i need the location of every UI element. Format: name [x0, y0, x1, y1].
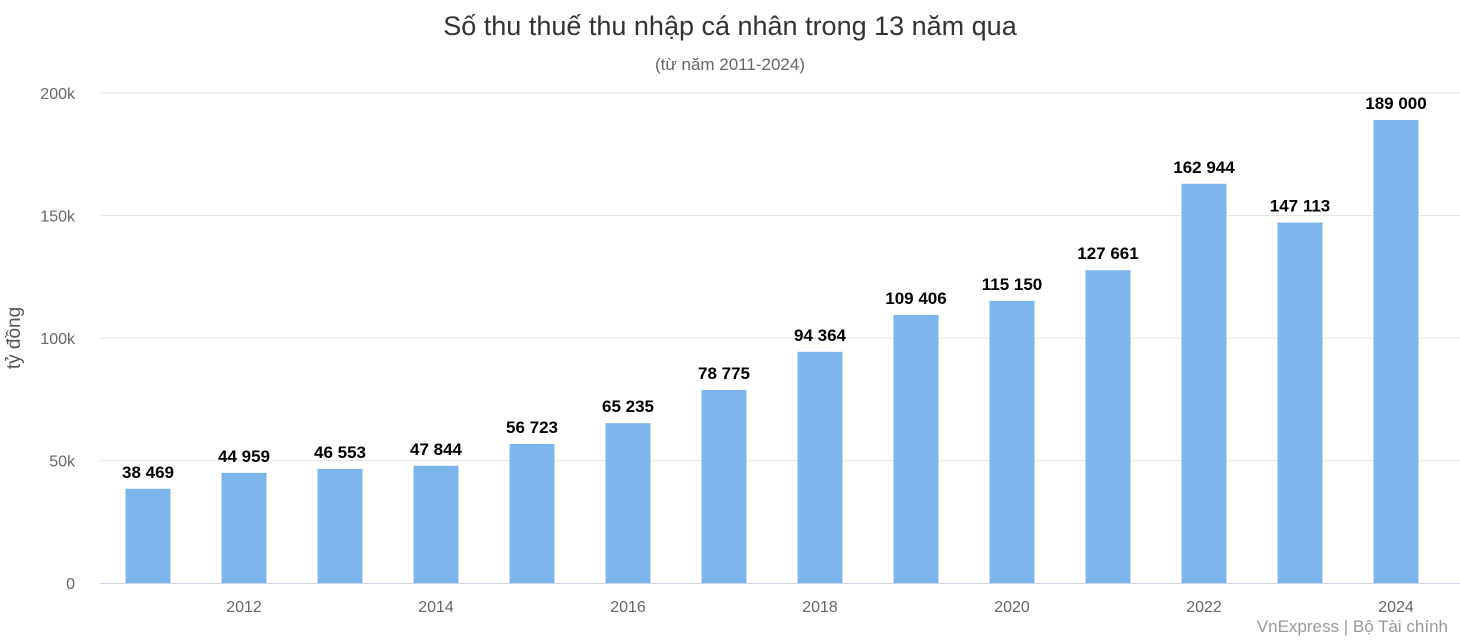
bar-2013[interactable]: [317, 468, 363, 583]
chart-credit[interactable]: VnExpress | Bộ Tài chính: [1257, 617, 1448, 636]
y-tick-label: 200k: [40, 86, 76, 103]
data-label-2017: 78 775: [698, 364, 750, 383]
y-tick-label: 150k: [40, 209, 76, 226]
data-label-2018: 94 364: [794, 326, 847, 345]
bar-2017[interactable]: [701, 390, 747, 583]
data-label-2023: 147 113: [1270, 197, 1331, 216]
y-tick-label: 50k: [49, 454, 76, 471]
bar-2018[interactable]: [797, 351, 843, 583]
bar-2016[interactable]: [605, 423, 651, 583]
data-label-2019: 109 406: [885, 289, 946, 308]
x-tick-label: 2018: [802, 599, 838, 616]
x-axis-ticks: 2012 2014 2016 2018 2020 2022 2024: [226, 599, 1414, 616]
data-label-2020: 115 150: [982, 275, 1043, 294]
bar-2019[interactable]: [893, 314, 939, 583]
bar-2024[interactable]: [1373, 119, 1419, 583]
data-label-2013: 46 553: [314, 443, 366, 462]
x-tick-label: 2016: [610, 599, 646, 616]
x-tick-label: 2020: [994, 599, 1030, 616]
bar-2011[interactable]: [125, 488, 171, 583]
data-label-2012: 44 959: [218, 447, 270, 466]
bars: [125, 119, 1419, 583]
data-labels: 38 469 44 959 46 553 47 844 56 723 65 235 78 7…: [122, 94, 1427, 482]
y-axis-title: tỷ đồng: [4, 307, 25, 369]
data-label-2014: 47 844: [410, 440, 463, 459]
data-label-2022: 162 944: [1173, 158, 1235, 177]
bar-2020[interactable]: [989, 300, 1035, 583]
bar-2012[interactable]: [221, 472, 267, 583]
y-axis-ticks: 0 50k 100k 150k 200k: [40, 86, 76, 593]
grid-lines: [100, 92, 1460, 461]
bar-2021[interactable]: [1085, 270, 1131, 583]
data-label-2015: 56 723: [506, 418, 558, 437]
x-tick-label: 2024: [1378, 599, 1414, 616]
data-label-2024: 189 000: [1365, 94, 1426, 113]
data-label-2016: 65 235: [602, 397, 654, 416]
chart-title: Số thu thuế thu nhập cá nhân trong 13 nă…: [443, 11, 1017, 41]
bar-2022[interactable]: [1181, 183, 1227, 583]
y-tick-label: 100k: [40, 331, 76, 348]
bar-2023[interactable]: [1277, 222, 1323, 583]
bar-2015[interactable]: [509, 444, 555, 583]
data-label-2021: 127 661: [1077, 244, 1138, 263]
bar-2014[interactable]: [413, 465, 459, 583]
chart-subtitle: (từ năm 2011-2024): [655, 55, 805, 74]
x-tick-label: 2022: [1186, 599, 1222, 616]
x-tick-label: 2014: [418, 599, 454, 616]
y-tick-label: 0: [66, 576, 75, 593]
data-label-2011: 38 469: [122, 463, 174, 482]
x-tick-label: 2012: [226, 599, 262, 616]
